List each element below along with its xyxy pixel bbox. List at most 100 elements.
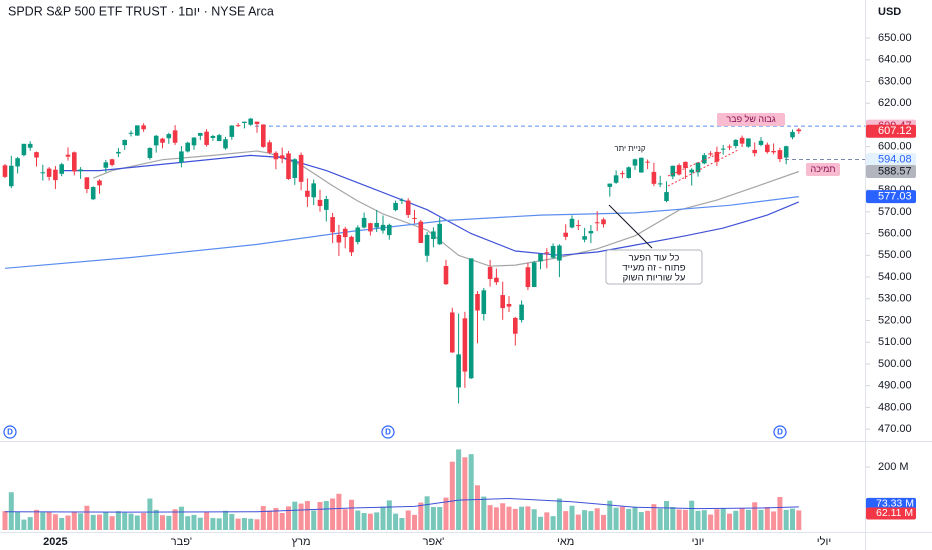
candle-body (513, 317, 518, 334)
volume-bar (172, 509, 178, 530)
volume-bar (393, 513, 399, 530)
volume-bar (506, 506, 512, 530)
volume-bar (279, 513, 285, 530)
volume-bar (437, 507, 443, 530)
volume-bar (46, 511, 52, 530)
candle-body (286, 153, 291, 180)
dividend-marker (3, 425, 17, 439)
volume-bar (670, 507, 676, 530)
candle-body (160, 138, 165, 143)
volume-tick-label: 200 M (878, 461, 909, 473)
volume-bar (449, 461, 455, 530)
volume-bar (323, 501, 329, 530)
candle-body (279, 155, 285, 159)
candle-body (462, 318, 468, 372)
volume-bar (380, 506, 386, 530)
volume-bar (544, 512, 550, 530)
x-tick-label: מאי (557, 536, 574, 548)
candle-body (727, 146, 732, 148)
volume-bar (8, 492, 14, 530)
candle-body (78, 169, 83, 172)
candle-body (361, 217, 367, 228)
volume-bar (701, 510, 707, 530)
candle-body (204, 131, 209, 145)
volume-bar (185, 516, 191, 530)
candle-body (771, 151, 776, 153)
x-tick-label: יולי (817, 535, 831, 548)
volume-bar (254, 519, 260, 530)
candle-body (380, 224, 386, 231)
volume-bar (519, 506, 525, 530)
candle-body (657, 183, 663, 185)
chart-title: SPDR S&P 500 ETF TRUST · 1יום · NYSE Arc… (8, 4, 274, 18)
candle-body (116, 151, 121, 154)
moving-average (61, 154, 800, 256)
annotation-high: גבוה של פבר (726, 114, 775, 124)
dividend-label: D (777, 428, 783, 437)
volume-bar (27, 517, 33, 530)
candle-body (601, 219, 606, 225)
candle-body (128, 132, 134, 134)
candle-body (109, 159, 115, 165)
candle-body (418, 221, 424, 243)
candle-body (40, 172, 46, 174)
volume-bar (15, 512, 21, 530)
price-label-box (866, 153, 916, 167)
candle-body (72, 152, 77, 172)
volume-bar (147, 498, 153, 530)
candle-body (298, 154, 304, 182)
volume-bar (493, 507, 499, 530)
y-tick-label: 560.00 (878, 227, 912, 239)
candle-body (626, 167, 631, 178)
volume-bar (771, 511, 777, 530)
candle-body (544, 252, 550, 254)
candle-body (53, 169, 58, 181)
x-tick-label: יוני (692, 536, 705, 548)
volume-bar (607, 500, 613, 530)
candle-body (456, 354, 461, 388)
candle-body (702, 155, 707, 164)
moving-average (92, 150, 800, 267)
candle-body (59, 164, 64, 174)
candle-body (550, 245, 556, 258)
callout-text: על שוריות השוק (623, 272, 686, 284)
candle-body (84, 177, 90, 190)
candle-body (65, 154, 71, 157)
volume-bar (752, 502, 758, 530)
candle-body (576, 225, 581, 227)
candle-body (254, 121, 260, 125)
candle-body (273, 152, 279, 160)
volume-bar (40, 512, 46, 530)
volume-bar (216, 518, 222, 530)
candle-body (267, 142, 272, 153)
volume-bar (349, 499, 354, 530)
price-label: 588.57 (878, 165, 912, 177)
candle-body (500, 295, 505, 309)
candle-body (393, 202, 398, 211)
volume-bar (695, 510, 701, 530)
y-tick-label: 520.00 (878, 314, 912, 326)
volume-bar (443, 497, 449, 530)
candle-body (15, 158, 20, 167)
dividend-label: D (7, 428, 13, 437)
candle-body (324, 199, 329, 210)
volume-bar (739, 507, 745, 530)
candle-body (676, 165, 682, 175)
volume-bar (588, 511, 594, 530)
x-tick-label: פבר' (171, 536, 192, 548)
annotation-box (806, 163, 840, 176)
volume-bar (52, 514, 58, 530)
volume-bar (556, 498, 562, 530)
candle-body (683, 161, 688, 168)
volume-bar (399, 518, 405, 530)
candle-body (374, 222, 379, 228)
dividend-marker (773, 425, 787, 439)
candle-body (758, 140, 764, 145)
dividend-label: D (385, 428, 391, 437)
candle-body (90, 187, 96, 200)
candle-body (147, 147, 153, 158)
candle-body (424, 234, 430, 256)
candle-body (481, 290, 487, 314)
volume-bar (128, 513, 134, 530)
